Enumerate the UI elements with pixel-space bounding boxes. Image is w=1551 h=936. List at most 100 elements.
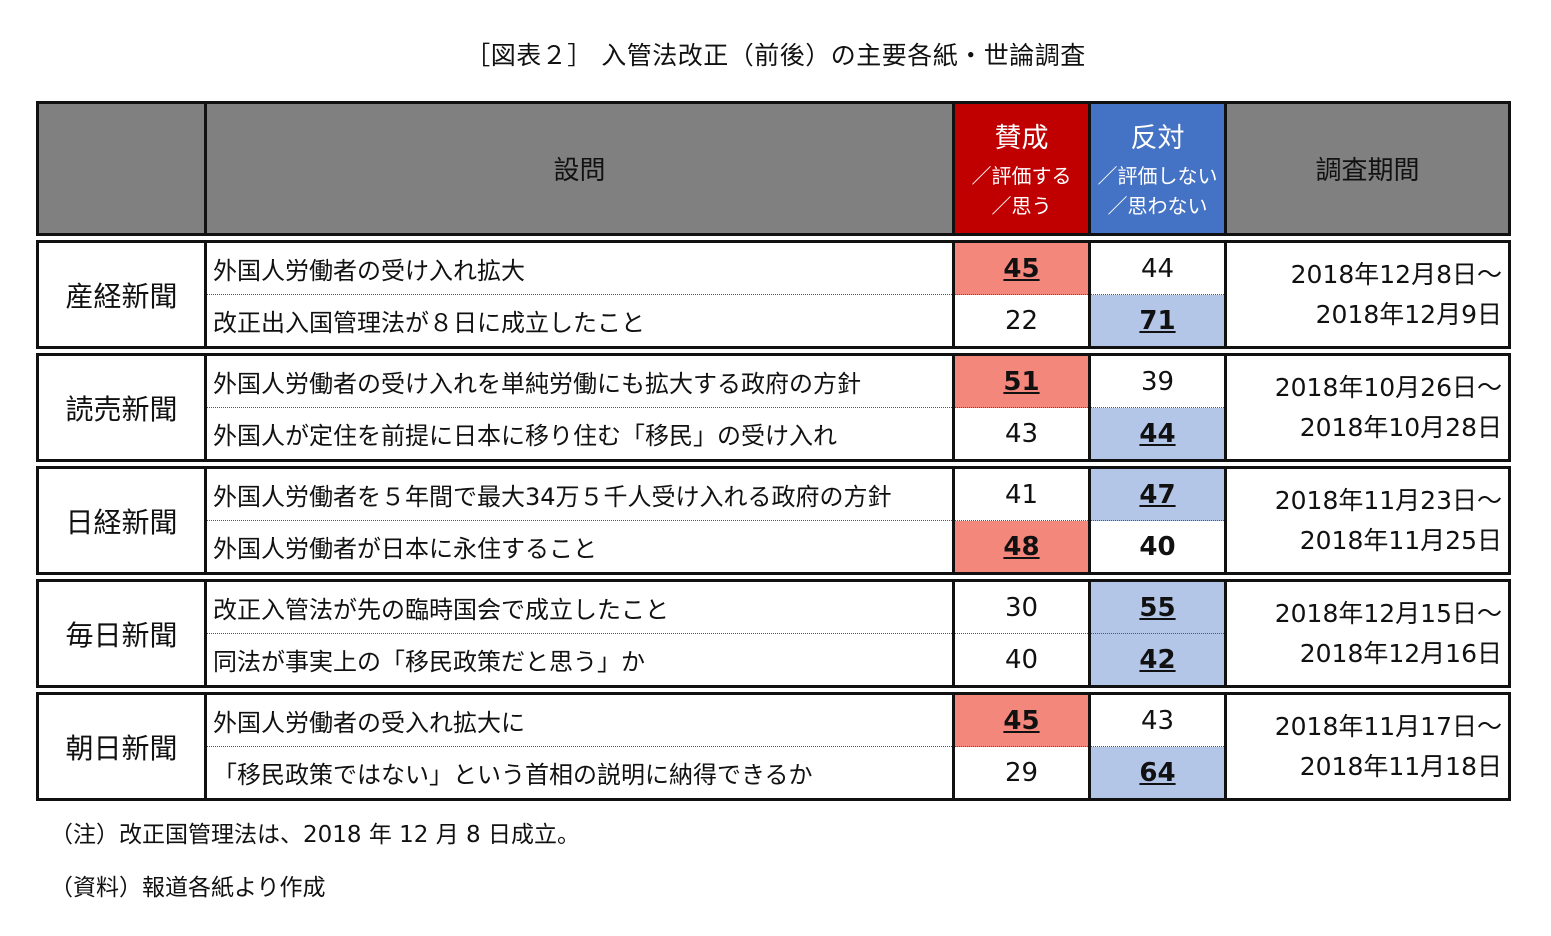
con-value: 44 bbox=[1088, 407, 1227, 462]
survey-period: 2018年12月15日～ 2018年12月16日 bbox=[1224, 579, 1511, 688]
table-row: 日経新聞 外国人労働者を５年間で最大34万５千人受け入れる政府の方針 41 47 201… bbox=[36, 466, 1511, 575]
con-value: 44 bbox=[1088, 240, 1227, 295]
header-con-main: 反対 bbox=[1130, 123, 1185, 154]
con-value-text: 47 bbox=[1139, 479, 1176, 510]
con-value: 55 bbox=[1088, 579, 1227, 634]
newspaper-name: 読売新聞 bbox=[36, 353, 207, 462]
header-con-sub2: ／思わない bbox=[1107, 194, 1208, 218]
con-value-text: 40 bbox=[1139, 531, 1176, 562]
spacer-cell bbox=[38, 235, 206, 242]
period-start: 2018年11月17日～ bbox=[1274, 711, 1502, 741]
spacer-cell bbox=[38, 461, 206, 468]
con-value: 47 bbox=[1088, 466, 1227, 521]
pro-value: 45 bbox=[952, 692, 1091, 747]
con-value: 43 bbox=[1088, 692, 1227, 747]
table-row: 外国人労働者が日本に永住すること 48 40 bbox=[38, 520, 1510, 575]
pro-value: 40 bbox=[952, 633, 1091, 688]
pro-value-text: 40 bbox=[1004, 644, 1039, 675]
header-con: 反対 ／評価しない ／思わない bbox=[1088, 101, 1227, 236]
con-value-text: 42 bbox=[1139, 644, 1176, 675]
spacer-cell bbox=[206, 461, 954, 468]
table-row: 朝日新聞 外国人労働者の受入れ拡大に 45 43 2018年11月17日～ 2018年11… bbox=[36, 692, 1511, 801]
spacer-cell bbox=[1090, 687, 1226, 694]
period-start: 2018年12月8日～ bbox=[1290, 259, 1502, 289]
pro-value-text: 29 bbox=[1004, 757, 1039, 788]
period-start: 2018年11月23日～ bbox=[1274, 485, 1502, 515]
con-value-text: 44 bbox=[1139, 418, 1176, 449]
spacer-cell bbox=[1090, 574, 1226, 581]
table-row: 同法が事実上の「移民政策だと思う」か 40 42 bbox=[38, 633, 1510, 688]
newspaper-name: 日経新聞 bbox=[36, 466, 207, 575]
question-text: 改正入管法が先の臨時国会で成立したこと bbox=[204, 579, 955, 634]
header-question: 設問 bbox=[204, 101, 955, 236]
con-value-text: 39 bbox=[1140, 366, 1175, 397]
spacer-cell bbox=[1090, 461, 1226, 468]
spacer-cell bbox=[954, 687, 1090, 694]
group-spacer bbox=[38, 461, 1510, 468]
con-value: 39 bbox=[1088, 353, 1227, 408]
question-text: 外国人労働者が日本に永住すること bbox=[204, 520, 955, 575]
period-end: 2018年12月9日 bbox=[1315, 299, 1502, 329]
group-spacer bbox=[38, 348, 1510, 355]
pro-value: 48 bbox=[952, 520, 1091, 575]
table-row: 毎日新聞 改正入管法が先の臨時国会で成立したこと 30 55 2018年12月15日～ 2… bbox=[36, 579, 1511, 688]
pro-value-text: 45 bbox=[1003, 253, 1040, 284]
pro-value: 29 bbox=[952, 746, 1091, 801]
survey-period: 2018年10月26日～ 2018年10月28日 bbox=[1224, 353, 1511, 462]
con-value: 40 bbox=[1088, 520, 1227, 575]
pro-value: 51 bbox=[952, 353, 1091, 408]
header-con-sub1: ／評価しない bbox=[1097, 164, 1218, 188]
con-value: 64 bbox=[1088, 746, 1227, 801]
survey-period: 2018年11月23日～ 2018年11月25日 bbox=[1224, 466, 1511, 575]
spacer-cell bbox=[1226, 687, 1510, 694]
newspaper-name: 毎日新聞 bbox=[36, 579, 207, 688]
period-end: 2018年11月25日 bbox=[1299, 525, 1502, 555]
con-value-text: 44 bbox=[1140, 253, 1175, 284]
pro-value: 43 bbox=[952, 407, 1091, 462]
spacer-cell bbox=[1090, 235, 1226, 242]
spacer-cell bbox=[38, 574, 206, 581]
question-text: 外国人労働者の受け入れ拡大 bbox=[204, 240, 955, 295]
group-spacer bbox=[38, 687, 1510, 694]
survey-period: 2018年12月8日～ 2018年12月9日 bbox=[1224, 240, 1511, 349]
period-start: 2018年12月15日～ bbox=[1274, 598, 1502, 628]
header-pro-main: 賛成 bbox=[994, 123, 1049, 154]
survey-body: 産経新聞 外国人労働者の受け入れ拡大 45 44 2018年12月8日～ 2018年12月… bbox=[36, 235, 1511, 801]
spacer-cell bbox=[38, 348, 206, 355]
pro-value: 22 bbox=[952, 294, 1091, 349]
pro-value-text: 51 bbox=[1003, 366, 1040, 397]
header-period: 調査期間 bbox=[1224, 101, 1511, 236]
period-start: 2018年10月26日～ bbox=[1274, 372, 1502, 402]
pro-value-text: 48 bbox=[1003, 531, 1040, 562]
spacer-cell bbox=[38, 687, 206, 694]
table-row: 「移民政策ではない」という首相の説明に納得できるか 29 64 bbox=[38, 746, 1510, 801]
newspaper-name: 産経新聞 bbox=[36, 240, 207, 349]
con-value-text: 71 bbox=[1139, 305, 1176, 336]
spacer-cell bbox=[1090, 348, 1226, 355]
spacer-cell bbox=[1226, 348, 1510, 355]
question-text: 「移民政策ではない」という首相の説明に納得できるか bbox=[204, 746, 955, 801]
survey-period: 2018年11月17日～ 2018年11月18日 bbox=[1224, 692, 1511, 801]
header-row: 設問 賛成 ／評価する ／思う 反対 ／評価しない ／思わない 調査期間 bbox=[36, 101, 1511, 236]
spacer-cell bbox=[1226, 574, 1510, 581]
header-pro: 賛成 ／評価する ／思う bbox=[952, 101, 1091, 236]
question-text: 同法が事実上の「移民政策だと思う」か bbox=[204, 633, 955, 688]
pro-value-text: 45 bbox=[1003, 705, 1040, 736]
question-text: 外国人労働者を５年間で最大34万５千人受け入れる政府の方針 bbox=[204, 466, 955, 521]
pro-value: 30 bbox=[952, 579, 1091, 634]
pro-value-text: 43 bbox=[1004, 418, 1039, 449]
table-row: 外国人が定住を前提に日本に移り住む「移民」の受け入れ 43 44 bbox=[38, 407, 1510, 462]
con-value-text: 55 bbox=[1139, 592, 1176, 623]
spacer-cell bbox=[206, 574, 954, 581]
question-text: 改正出入国管理法が８日に成立したこと bbox=[204, 294, 955, 349]
question-text: 外国人労働者の受入れ拡大に bbox=[204, 692, 955, 747]
spacer-cell bbox=[1226, 235, 1510, 242]
spacer-cell bbox=[954, 235, 1090, 242]
table-row: 読売新聞 外国人労働者の受け入れを単純労働にも拡大する政府の方針 51 39 2018年… bbox=[36, 353, 1511, 462]
period-end: 2018年12月16日 bbox=[1299, 638, 1502, 668]
spacer-cell bbox=[954, 461, 1090, 468]
spacer-cell bbox=[954, 348, 1090, 355]
pro-value-text: 41 bbox=[1004, 479, 1039, 510]
spacer-cell bbox=[206, 687, 954, 694]
con-value-text: 64 bbox=[1139, 757, 1176, 788]
